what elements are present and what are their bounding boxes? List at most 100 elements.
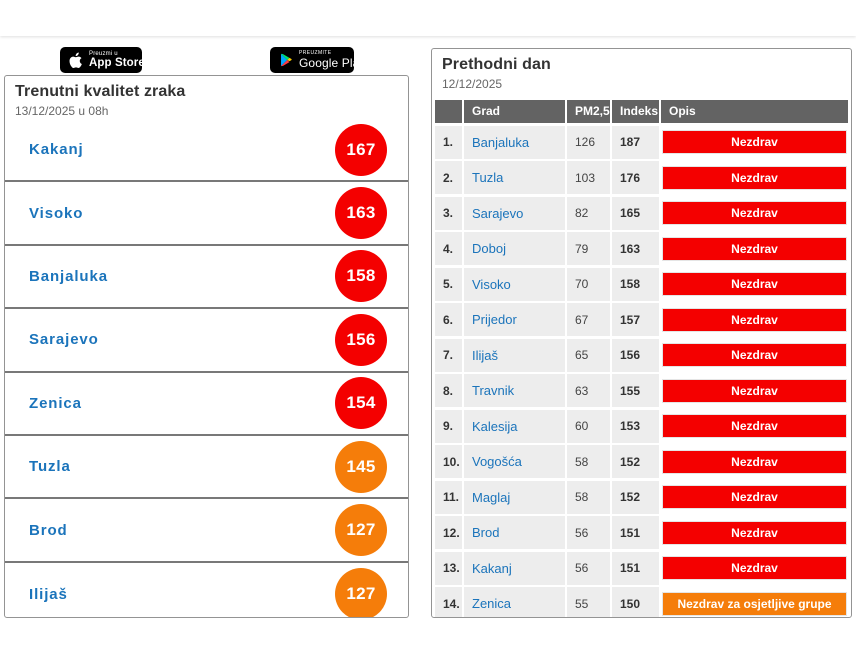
status-badge: Nezdrav xyxy=(663,557,846,579)
row-indeks: 187 xyxy=(612,125,659,159)
table-row: 7. Ilijaš 65 156 Nezdrav xyxy=(435,338,848,372)
row-pm25: 126 xyxy=(567,125,610,159)
row-opis-cell: Nezdrav xyxy=(661,516,848,549)
row-rank: 4. xyxy=(435,232,462,265)
table-row: 10. Vogošća 58 152 Nezdrav xyxy=(435,445,848,478)
city-link[interactable]: Brod xyxy=(29,521,68,539)
row-city-link[interactable]: Vogošća xyxy=(464,445,565,478)
row-pm25: 70 xyxy=(567,267,610,301)
status-badge: Nezdrav xyxy=(663,415,846,437)
row-rank: 1. xyxy=(435,125,462,159)
status-badge: Nezdrav xyxy=(663,486,846,508)
row-indeks: 153 xyxy=(612,409,659,443)
row-rank: 5. xyxy=(435,267,462,301)
aqi-circle-badge: 145 xyxy=(335,440,387,493)
table-body: 1. Banjaluka 126 187 Nezdrav 2. Tuzla 10… xyxy=(435,125,848,617)
row-opis-cell: Nezdrav xyxy=(661,551,848,585)
row-rank: 6. xyxy=(435,303,462,336)
row-opis-cell: Nezdrav xyxy=(661,161,848,194)
app-store-badge-small-label: Preuzmi u xyxy=(89,50,118,57)
row-city-link[interactable]: Kalesija xyxy=(464,409,565,443)
row-indeks: 151 xyxy=(612,551,659,585)
row-rank: 3. xyxy=(435,196,462,230)
row-rank: 9. xyxy=(435,409,462,443)
row-indeks: 157 xyxy=(612,303,659,336)
row-rank: 8. xyxy=(435,374,462,407)
row-pm25: 58 xyxy=(567,480,610,514)
aqi-circle-badge: 167 xyxy=(335,123,387,176)
list-item: Banjaluka 158 xyxy=(5,246,408,310)
row-opis-cell: Nezdrav xyxy=(661,196,848,230)
status-badge: Nezdrav xyxy=(663,131,846,153)
header-rank xyxy=(435,100,462,123)
status-badge: Nezdrav xyxy=(663,273,846,295)
aqi-circle-badge: 158 xyxy=(335,250,387,303)
city-link[interactable]: Banjaluka xyxy=(29,267,108,285)
row-city-link[interactable]: Maglaj xyxy=(464,480,565,514)
table-header-row: Grad PM2,5 Indeks Opis xyxy=(435,100,848,123)
row-opis-cell: Nezdrav xyxy=(661,303,848,336)
row-opis-cell: Nezdrav za osjetljive grupe xyxy=(661,587,848,617)
row-pm25: 60 xyxy=(567,409,610,443)
table-row: 9. Kalesija 60 153 Nezdrav xyxy=(435,409,848,443)
aqi-circle-badge: 154 xyxy=(335,377,387,430)
row-pm25: 79 xyxy=(567,232,610,265)
app-store-badge-label: App Storeu xyxy=(89,57,152,69)
row-city-link[interactable]: Zenica xyxy=(464,587,565,617)
google-play-badge-label: Google Play xyxy=(299,56,366,71)
row-indeks: 152 xyxy=(612,480,659,514)
status-badge: Nezdrav xyxy=(663,237,846,260)
city-link[interactable]: Sarajevo xyxy=(29,331,99,349)
header-indeks: Indeks xyxy=(612,100,659,123)
row-city-link[interactable]: Prijedor xyxy=(464,303,565,336)
google-play-icon xyxy=(279,52,293,69)
row-pm25: 82 xyxy=(567,196,610,230)
row-city-link[interactable]: Sarajevo xyxy=(464,196,565,230)
row-city-link[interactable]: Doboj xyxy=(464,232,565,265)
row-city-link[interactable]: Brod xyxy=(464,516,565,549)
row-opis-cell: Nezdrav xyxy=(661,445,848,478)
aqi-circle-badge: 127 xyxy=(335,568,387,617)
city-link[interactable]: Zenica xyxy=(29,394,82,412)
table-row: 14. Zenica 55 150 Nezdrav za osjetljive … xyxy=(435,587,848,617)
row-city-link[interactable]: Tuzla xyxy=(464,161,565,194)
status-badge: Nezdrav xyxy=(663,379,846,402)
aqi-circle-badge: 156 xyxy=(335,313,387,366)
city-link[interactable]: Tuzla xyxy=(29,458,71,476)
city-link[interactable]: Kakanj xyxy=(29,141,84,159)
row-pm25: 67 xyxy=(567,303,610,336)
list-item: Sarajevo 156 xyxy=(5,309,408,373)
city-link[interactable]: Visoko xyxy=(29,204,84,222)
status-badge: Nezdrav xyxy=(663,344,846,366)
google-play-badge[interactable]: PREUZMITE Google Play xyxy=(270,47,365,73)
row-city-link[interactable]: Kakanj xyxy=(464,551,565,585)
table-row: 2. Tuzla 103 176 Nezdrav xyxy=(435,161,848,194)
list-item: Brod 127 xyxy=(5,499,408,563)
table-row: 3. Sarajevo 82 165 Nezdrav xyxy=(435,196,848,230)
row-indeks: 158 xyxy=(612,267,659,301)
row-city-link[interactable]: Travnik xyxy=(464,374,565,407)
row-rank: 11. xyxy=(435,480,462,514)
table-row: 4. Doboj 79 163 Nezdrav xyxy=(435,232,848,265)
list-item: Visoko 163 xyxy=(5,182,408,246)
status-badge: Nezdrav xyxy=(663,521,846,544)
table-row: 1. Banjaluka 126 187 Nezdrav xyxy=(435,125,848,159)
row-rank: 7. xyxy=(435,338,462,372)
aqi-circle-badge: 163 xyxy=(335,187,387,240)
row-city-link[interactable]: Banjaluka xyxy=(464,125,565,159)
row-opis-cell: Nezdrav xyxy=(661,480,848,514)
list-item: Ilijaš 127 xyxy=(5,563,408,617)
status-badge: Nezdrav xyxy=(663,202,846,224)
row-opis-cell: Nezdrav xyxy=(661,125,848,159)
row-opis-cell: Nezdrav xyxy=(661,409,848,443)
previous-day-table: Grad PM2,5 Indeks Opis 1. Banjaluka 126 … xyxy=(435,100,848,617)
google-play-badge-small-label: PREUZMITE xyxy=(299,49,332,56)
row-indeks: 152 xyxy=(612,445,659,478)
table-row: 11. Maglaj 58 152 Nezdrav xyxy=(435,480,848,514)
app-store-badge[interactable]: Preuzmi u App Storeu xyxy=(60,47,152,73)
row-opis-cell: Nezdrav xyxy=(661,232,848,265)
city-link[interactable]: Ilijaš xyxy=(29,585,68,603)
row-opis-cell: Nezdrav xyxy=(661,267,848,301)
row-city-link[interactable]: Ilijaš xyxy=(464,338,565,372)
row-city-link[interactable]: Visoko xyxy=(464,267,565,301)
